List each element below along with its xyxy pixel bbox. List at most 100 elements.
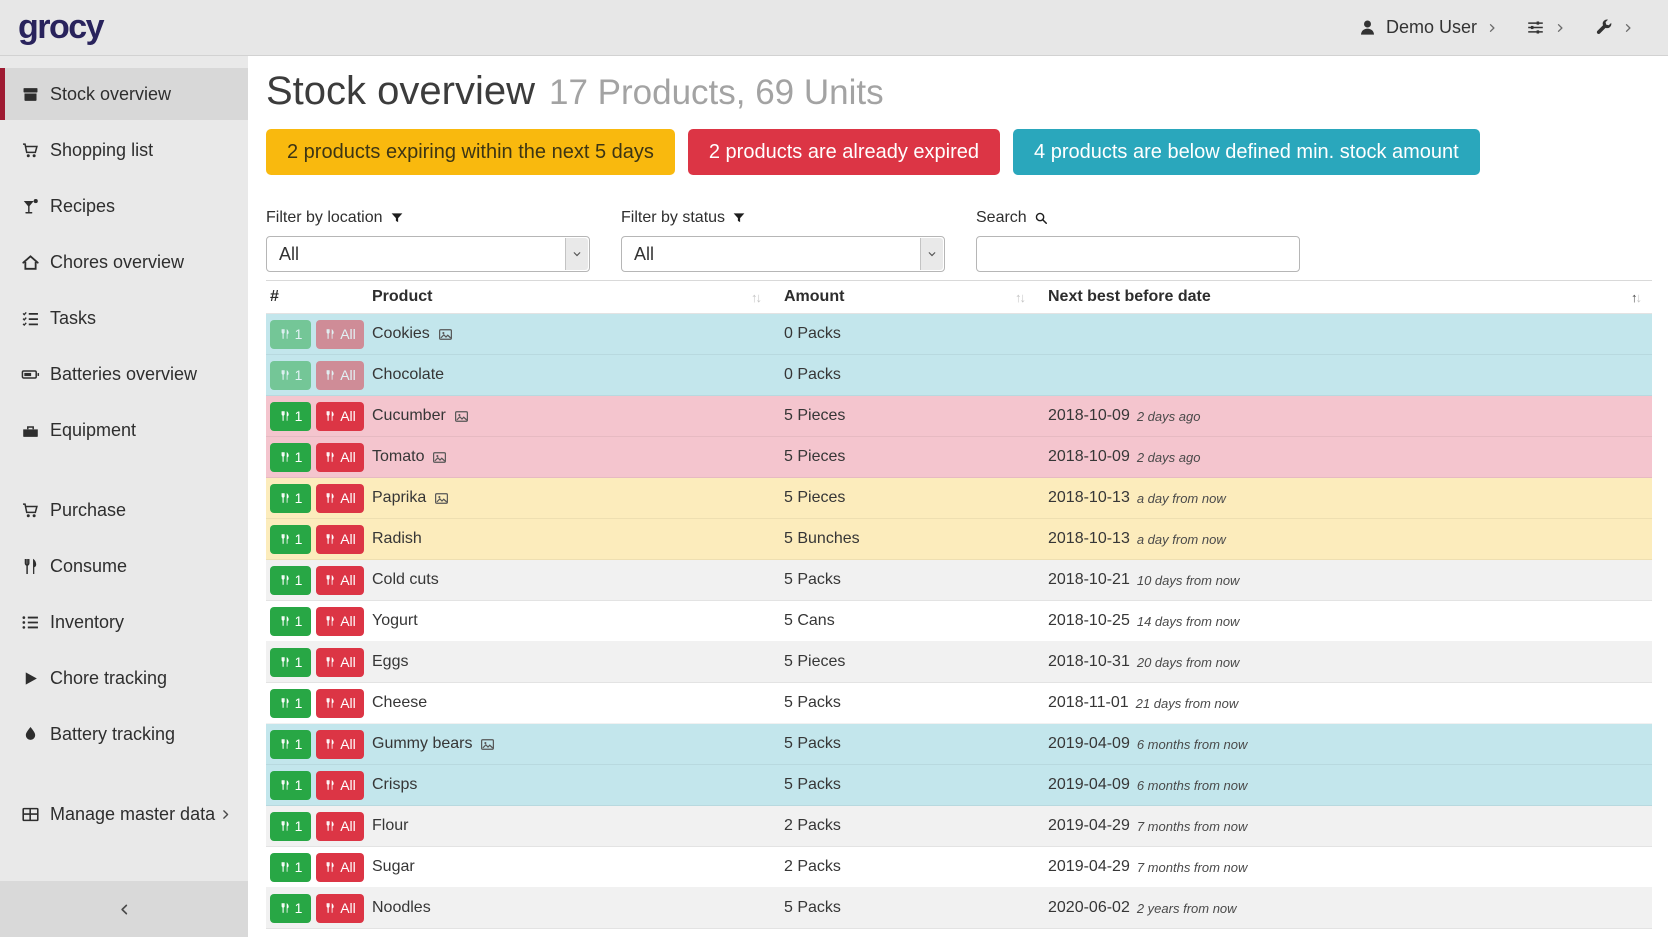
search-icon (1034, 211, 1048, 225)
best-before-date: 2019-04-29 (1048, 858, 1130, 875)
consume-all-button[interactable]: All (316, 319, 364, 349)
column-header-next-best-before-date[interactable]: Next best before date ↑ ↓ (1046, 288, 1652, 306)
amount-cell: 5 Packs (782, 735, 1046, 753)
product-name: Yogurt (372, 612, 418, 629)
filters-row: Filter by location All Filter by status … (266, 209, 1652, 272)
amount-value: 5 Packs (784, 776, 841, 793)
table-row-gummy-bears: 1 All Gummy bears 5 Packs 2019-04-09 6 months… (266, 724, 1652, 765)
alerts-row: 2 products expiring within the next 5 da… (266, 129, 1652, 175)
cutlery-icon (279, 533, 291, 545)
consume-one-button-label: 1 (294, 531, 303, 547)
sidebar-item-inventory[interactable]: Inventory (0, 596, 248, 648)
consume-one-button[interactable]: 1 (270, 852, 311, 882)
top-navbar: grocy Demo User (0, 0, 1668, 56)
location-select[interactable]: All (266, 236, 590, 272)
user-menu[interactable]: Demo User (1358, 17, 1498, 38)
sidebar-item-equipment[interactable]: Equipment (0, 404, 248, 456)
product-name: Cucumber (372, 407, 446, 424)
sidebar-item-purchase[interactable]: Purchase (0, 484, 248, 536)
consume-one-button[interactable]: 1 (270, 319, 311, 349)
consume-all-button[interactable]: All (316, 852, 364, 882)
amount-value: 5 Pieces (784, 489, 846, 506)
consume-one-button-label: 1 (294, 613, 303, 629)
consume-all-button[interactable]: All (316, 647, 364, 677)
cutlery-icon (324, 410, 336, 422)
sidebar: Stock overview Shopping list Recipes Chores… (0, 56, 248, 937)
chevron-right-icon (1622, 22, 1634, 34)
column-header-product[interactable]: Product ↑ ↓ (370, 288, 782, 306)
amount-value: 5 Pieces (784, 407, 846, 424)
consume-one-button-label: 1 (294, 326, 303, 342)
consume-one-button[interactable]: 1 (270, 442, 311, 472)
consume-all-button[interactable]: All (316, 811, 364, 841)
search-input[interactable] (976, 236, 1300, 272)
consume-one-button[interactable]: 1 (270, 360, 311, 390)
consume-one-button[interactable]: 1 (270, 688, 311, 718)
alert-warning[interactable]: 2 products expiring within the next 5 da… (266, 129, 675, 175)
sidebar-item-recipes[interactable]: Recipes (0, 180, 248, 232)
product-name: Chocolate (372, 366, 445, 383)
row-consume-actions: 1 All (266, 442, 370, 472)
sidebar-collapse-button[interactable] (0, 881, 248, 937)
admin-menu[interactable] (1594, 18, 1634, 37)
main-content: Stock overview 17 Products, 69 Units 2 p… (248, 56, 1668, 937)
consume-one-button[interactable]: 1 (270, 770, 311, 800)
sidebar-item-batteries-overview[interactable]: Batteries overview (0, 348, 248, 400)
consume-one-button[interactable]: 1 (270, 729, 311, 759)
table-body: 1 All Cookies 0 Packs 1 All Chocolate 0 Packs 1 A… (266, 314, 1652, 929)
consume-one-button[interactable]: 1 (270, 483, 311, 513)
cart-icon (18, 501, 42, 520)
sidebar-item-stock-overview[interactable]: Stock overview (0, 68, 248, 120)
consume-one-button[interactable]: 1 (270, 647, 311, 677)
table-header-row: # Product ↑ ↓ Amount ↑ ↓ Next best before date ↑… (266, 281, 1652, 314)
sidebar-item-label: Batteries overview (50, 363, 198, 384)
cutlery-icon (324, 697, 336, 709)
sidebar-item-consume[interactable]: Consume (0, 540, 248, 592)
consume-one-button[interactable]: 1 (270, 893, 311, 923)
consume-all-button[interactable]: All (316, 893, 364, 923)
consume-all-button[interactable]: All (316, 729, 364, 759)
consume-one-button[interactable]: 1 (270, 401, 311, 431)
chevron-right-icon (1554, 22, 1566, 34)
alert-info[interactable]: 4 products are below defined min. stock … (1013, 129, 1480, 175)
sidebar-item-chore-tracking[interactable]: Chore tracking (0, 652, 248, 704)
row-consume-actions: 1 All (266, 893, 370, 923)
consume-one-button[interactable]: 1 (270, 524, 311, 554)
best-before-cell: 2019-04-29 7 months from now (1046, 817, 1652, 835)
consume-all-button[interactable]: All (316, 401, 364, 431)
table-row-tomato: 1 All Tomato 5 Pieces 2018-10-09 2 days ago (266, 437, 1652, 478)
amount-cell: 5 Cans (782, 612, 1046, 630)
sidebar-item-tasks[interactable]: Tasks (0, 292, 248, 344)
status-select[interactable]: All (621, 236, 945, 272)
consume-one-button[interactable]: 1 (270, 606, 311, 636)
row-consume-actions: 1 All (266, 729, 370, 759)
consume-all-button[interactable]: All (316, 360, 364, 390)
chevron-down-icon (572, 249, 582, 259)
consume-all-button[interactable]: All (316, 442, 364, 472)
column-header-amount[interactable]: Amount ↑ ↓ (782, 288, 1046, 306)
consume-one-button[interactable]: 1 (270, 565, 311, 595)
consume-all-button[interactable]: All (316, 606, 364, 636)
sidebar-item-shopping-list[interactable]: Shopping list (0, 124, 248, 176)
consume-all-button[interactable]: All (316, 688, 364, 718)
consume-one-button-label: 1 (294, 408, 303, 424)
amount-value: 5 Packs (784, 571, 841, 588)
alert-danger[interactable]: 2 products are already expired (687, 129, 1001, 175)
sidebar-item-battery-tracking[interactable]: Battery tracking (0, 708, 248, 760)
sidebar-groups: Stock overview Shopping list Recipes Chores… (0, 68, 248, 840)
consume-all-button[interactable]: All (316, 770, 364, 800)
sidebar-item-chores-overview[interactable]: Chores overview (0, 236, 248, 288)
consume-all-button[interactable]: All (316, 483, 364, 513)
consume-all-button[interactable]: All (316, 524, 364, 554)
best-before-cell: 2019-04-09 6 months from now (1046, 776, 1652, 794)
consume-one-button[interactable]: 1 (270, 811, 311, 841)
best-before-date: 2019-04-29 (1048, 817, 1130, 834)
best-before-cell: 2018-10-13 a day from now (1046, 489, 1652, 507)
consume-all-button[interactable]: All (316, 565, 364, 595)
sliders-icon (1526, 18, 1545, 37)
image-icon (454, 409, 469, 424)
sidebar-item-manage-master-data[interactable]: Manage master data (0, 788, 248, 840)
image-icon (434, 491, 449, 506)
consume-one-button-label: 1 (294, 449, 303, 465)
settings-menu[interactable] (1526, 18, 1566, 37)
